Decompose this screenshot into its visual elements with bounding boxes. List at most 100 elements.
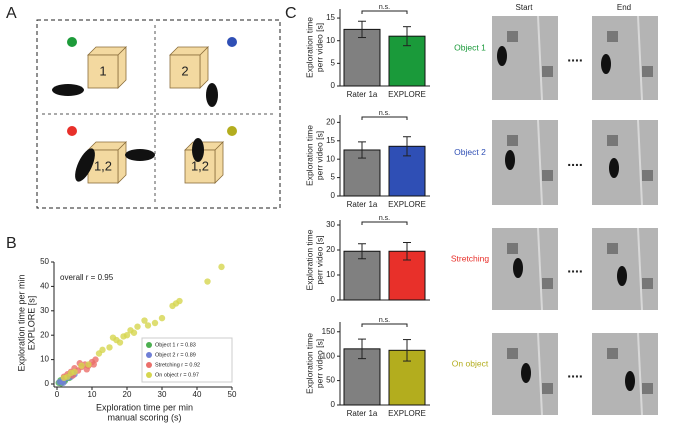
x-tick-label: Rater 1a — [347, 409, 378, 418]
y-axis-label: Exploration time per min — [16, 274, 26, 371]
legend-box — [141, 337, 233, 383]
x-tick-label: EXPLORE — [388, 409, 426, 418]
photo-wall — [637, 332, 643, 416]
point — [85, 361, 92, 368]
photo-mouse — [625, 371, 635, 391]
x-axis-label: manual scoring (s) — [107, 412, 181, 422]
y-tick-label: 30 — [40, 306, 49, 315]
point — [123, 332, 131, 339]
annotation: n.s. — [379, 4, 390, 11]
y-axis-label: Exploration time — [304, 125, 314, 186]
photo-mouse — [601, 54, 611, 74]
y-axis-label: perr video [s] — [314, 339, 324, 388]
point — [158, 314, 166, 322]
point — [99, 346, 106, 354]
x-tick-label: 40 — [193, 390, 202, 399]
photo-object — [507, 135, 518, 146]
y-tick-label: 0 — [331, 191, 336, 200]
cube — [87, 54, 119, 89]
photo-mouse — [521, 363, 531, 383]
point — [141, 317, 148, 324]
photo — [492, 120, 558, 205]
marker — [227, 37, 237, 47]
point — [106, 344, 113, 351]
photo-object — [507, 31, 518, 42]
y-tick-label: 30 — [326, 220, 335, 229]
x-tick-label: 20 — [123, 390, 132, 399]
legend-label: On object r = 0.97 — [155, 372, 199, 378]
marker — [67, 37, 77, 47]
panel-label: C — [285, 5, 297, 22]
y-tick-label: 10 — [326, 36, 335, 45]
annotation: n.s. — [379, 110, 390, 117]
photo-object — [642, 170, 653, 181]
legend-label: Object 2 r = 0.89 — [155, 352, 196, 358]
ellipsis: .... — [567, 49, 583, 65]
panel-label: A — [6, 5, 17, 22]
annotation: n.s. — [379, 215, 390, 222]
photo-object — [542, 66, 553, 77]
photo — [592, 333, 658, 415]
photo-mouse — [609, 158, 619, 178]
point — [92, 356, 99, 363]
y-tick-label: 20 — [40, 330, 49, 339]
point — [90, 361, 97, 368]
ellipsis: .... — [567, 153, 583, 169]
x-tick-label: 10 — [88, 390, 97, 399]
point — [176, 297, 183, 305]
point — [83, 366, 90, 373]
photo-mouse — [505, 150, 515, 170]
bar — [343, 250, 381, 301]
annotation: n.s. — [379, 317, 390, 324]
diagram: 1 2 1,2 1,2 — [36, 19, 281, 209]
y-tick-label: 10 — [326, 270, 335, 279]
bracket — [361, 116, 408, 120]
point — [151, 319, 159, 327]
photo-wall — [637, 119, 643, 206]
photo-wall — [537, 332, 543, 416]
photo-object — [507, 348, 518, 359]
photo-wall — [537, 227, 543, 311]
y-tick-label: 50 — [40, 257, 49, 266]
photo-wall — [637, 227, 643, 311]
photo-object — [642, 66, 653, 77]
column-header: End — [617, 3, 631, 12]
condition-label: Stretching — [451, 253, 490, 263]
mouse — [75, 148, 95, 182]
x-tick-label: Rater 1a — [347, 90, 378, 99]
y-axis-label: EXPLORE [s] — [26, 296, 36, 351]
point — [134, 323, 141, 330]
photo-object — [607, 135, 618, 146]
y-tick-label: 10 — [326, 154, 335, 163]
y-tick-label: 0 — [331, 81, 336, 90]
marker — [67, 126, 77, 136]
point — [144, 322, 152, 329]
x-tick-label: 0 — [55, 390, 60, 399]
point — [218, 263, 225, 271]
photo-wall — [537, 119, 543, 206]
photo-object — [542, 383, 553, 394]
y-tick-label: 0 — [331, 400, 336, 409]
legend-marker — [146, 352, 152, 358]
photo-object — [542, 278, 553, 289]
legend-marker — [146, 342, 152, 348]
y-tick-label: 10 — [40, 355, 49, 364]
photo-object — [642, 278, 653, 289]
x-tick-label: EXPLORE — [388, 90, 426, 99]
y-tick-label: 150 — [322, 327, 336, 336]
legend-label: Object 1 r = 0.83 — [155, 342, 196, 348]
bracket — [361, 221, 408, 225]
legend-label: Stretching r = 0.92 — [155, 362, 200, 368]
point — [71, 368, 78, 375]
ellipsis: .... — [567, 365, 583, 381]
condition-label: Object 1 — [454, 42, 486, 52]
cube-label: 1,2 — [94, 158, 112, 173]
photo — [592, 16, 658, 100]
y-axis-label: perr video [s] — [314, 235, 324, 284]
condition-label: Object 2 — [454, 147, 486, 157]
y-axis-label: perr video [s] — [314, 131, 324, 180]
point — [130, 329, 138, 336]
cube-label: 1,2 — [191, 158, 209, 173]
photo-wall — [537, 15, 543, 101]
y-axis-label: Exploration time — [304, 17, 314, 78]
